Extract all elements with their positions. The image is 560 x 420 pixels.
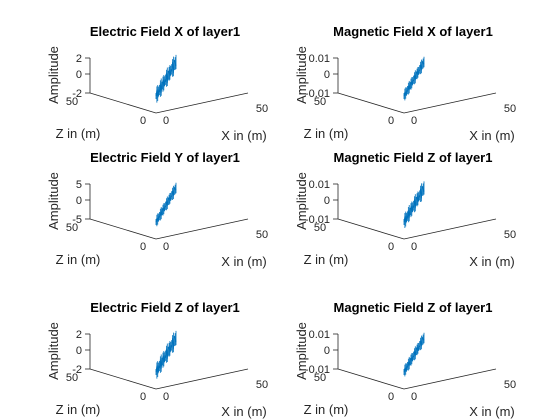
- z-tick-label: -5: [72, 214, 82, 226]
- y-tick-label: 50: [66, 96, 78, 108]
- x-tick-label: 50: [256, 379, 268, 391]
- x-axis-label: X in (m): [221, 128, 267, 143]
- z-tick-label: 0.01: [309, 53, 330, 65]
- subplot-title: Magnetic Field Z of layer1: [334, 300, 493, 315]
- y-axis-line: [155, 368, 249, 390]
- x-axis-label: X in (m): [221, 404, 267, 419]
- y-axis-line: [403, 368, 497, 390]
- z-tick-label: 0: [324, 69, 330, 81]
- y-axis-label: Z in (m): [56, 252, 101, 267]
- y-tick-label: 0: [388, 241, 394, 253]
- z-tick-label: -2: [72, 88, 82, 100]
- y-tick-label: 0: [388, 391, 394, 403]
- z-tick-label: 5: [76, 179, 82, 191]
- x-axis-label: X in (m): [469, 254, 515, 269]
- y-tick-label: 50: [314, 222, 326, 234]
- y-axis-line: [403, 218, 497, 240]
- y-axis-line: [403, 92, 497, 114]
- y-tick-label: 0: [388, 115, 394, 127]
- x-axis-label: X in (m): [469, 128, 515, 143]
- x-axis-line: [89, 368, 157, 390]
- x-tick-label: 0: [163, 241, 169, 253]
- y-tick-label: 0: [140, 241, 146, 253]
- z-tick-label: 0: [324, 195, 330, 207]
- data-series-line: [155, 336, 177, 375]
- y-axis-label: Z in (m): [304, 126, 349, 141]
- y-axis-label: Z in (m): [56, 126, 101, 141]
- subplot-title: Electric Field Y of layer1: [90, 150, 240, 165]
- y-axis-label: Z in (m): [304, 402, 349, 417]
- z-tick-label: 0: [76, 345, 82, 357]
- data-series-line: [155, 186, 177, 223]
- z-tick-label: 2: [76, 53, 82, 65]
- y-axis-line: [155, 218, 249, 240]
- z-axis-label: Amplitude: [294, 46, 309, 104]
- data-series: [403, 181, 425, 228]
- data-series: [155, 54, 177, 103]
- x-axis-label: X in (m): [469, 404, 515, 419]
- z-tick-label: -0.01: [305, 214, 330, 226]
- z-tick-label: 0.01: [309, 179, 330, 191]
- x-tick-label: 50: [256, 229, 268, 241]
- x-axis-line: [337, 92, 405, 114]
- z-axis-label: Amplitude: [294, 172, 309, 230]
- x-tick-label: 0: [163, 391, 169, 403]
- subplot-title: Electric Field Z of layer1: [90, 300, 240, 315]
- x-axis-label: X in (m): [221, 254, 267, 269]
- subplot-title: Magnetic Field X of layer1: [333, 24, 493, 39]
- y-axis-label: Z in (m): [304, 252, 349, 267]
- subplot-title: Magnetic Field Z of layer1: [334, 150, 493, 165]
- x-tick-label: 0: [411, 391, 417, 403]
- data-series: [403, 56, 425, 101]
- y-tick-label: 50: [314, 96, 326, 108]
- x-tick-label: 50: [504, 229, 516, 241]
- x-tick-label: 50: [504, 379, 516, 391]
- x-axis-line: [337, 218, 405, 240]
- z-tick-label: -0.01: [305, 364, 330, 376]
- z-tick-label: -0.01: [305, 88, 330, 100]
- z-axis-label: Amplitude: [46, 322, 61, 380]
- data-series: [403, 332, 425, 377]
- z-axis-label: Amplitude: [294, 322, 309, 380]
- x-axis-line: [337, 368, 405, 390]
- data-series-line: [155, 60, 177, 99]
- x-tick-label: 0: [411, 241, 417, 253]
- y-tick-label: 50: [66, 372, 78, 384]
- z-axis-label: Amplitude: [46, 46, 61, 104]
- z-tick-label: 0: [324, 345, 330, 357]
- y-axis-line: [155, 92, 249, 114]
- y-tick-label: 50: [314, 372, 326, 384]
- y-tick-label: 0: [140, 115, 146, 127]
- z-tick-label: 2: [76, 329, 82, 341]
- z-tick-label: -2: [72, 364, 82, 376]
- data-series-line: [403, 336, 425, 373]
- y-tick-label: 0: [140, 391, 146, 403]
- x-axis-line: [89, 92, 157, 114]
- data-series: [155, 330, 177, 379]
- data-series: [155, 182, 177, 227]
- x-tick-label: 50: [256, 103, 268, 115]
- data-series-line: [403, 186, 425, 224]
- data-series-line: [403, 60, 425, 97]
- y-axis-label: Z in (m): [56, 402, 101, 417]
- x-tick-label: 50: [504, 103, 516, 115]
- x-axis-line: [89, 218, 157, 240]
- y-tick-label: 50: [66, 222, 78, 234]
- z-tick-label: 0.01: [309, 329, 330, 341]
- x-tick-label: 0: [163, 115, 169, 127]
- z-tick-label: 0: [76, 195, 82, 207]
- subplot-title: Electric Field X of layer1: [90, 24, 240, 39]
- z-axis-label: Amplitude: [46, 172, 61, 230]
- x-tick-label: 0: [411, 115, 417, 127]
- z-tick-label: 0: [76, 69, 82, 81]
